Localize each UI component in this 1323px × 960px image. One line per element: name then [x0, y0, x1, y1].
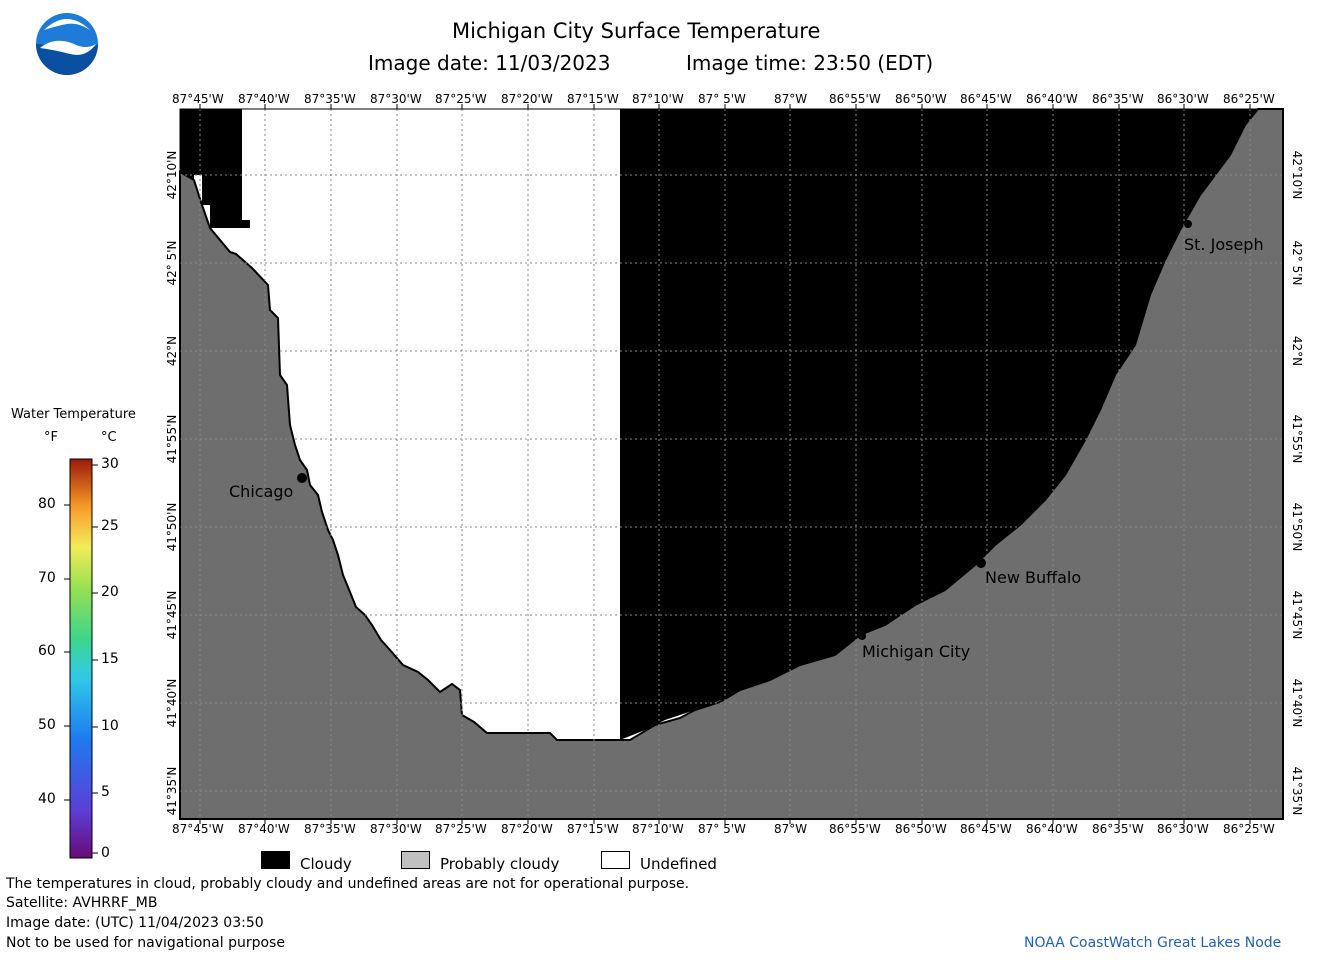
- colorbar-c-tick: 25: [101, 518, 119, 534]
- lat-label-left: 41°55'N: [165, 414, 179, 464]
- lon-label-top: 87°25'W: [435, 92, 487, 106]
- lon-label-top: 87°W: [774, 92, 808, 106]
- colorbar-c-tick: 15: [101, 651, 119, 667]
- lat-label-left: 41°45'N: [165, 590, 179, 640]
- lat-label-left: 41°35'N: [165, 766, 179, 816]
- lon-label-bottom: 86°55'W: [829, 822, 881, 836]
- map-ticks: [199, 104, 1251, 824]
- colorbar-f-tick: 70: [38, 570, 56, 586]
- lon-label-top: 86°50'W: [895, 92, 947, 106]
- legend-swatch-undefined: [601, 851, 630, 869]
- lon-label-bottom: 87°W: [774, 822, 808, 836]
- lon-label-bottom: 86°30'W: [1157, 822, 1209, 836]
- lat-label-left: 42°N: [165, 335, 179, 367]
- land-area: [179, 108, 1284, 820]
- place-label-chicago: Chicago: [229, 482, 294, 501]
- lat-label-right: 41°55'N: [1290, 414, 1304, 464]
- footer-navigation-note: Not to be used for navigational purpose: [6, 935, 285, 951]
- legend-swatch-probably-cloudy: [401, 851, 430, 869]
- lon-label-bottom: 87°10'W: [632, 822, 684, 836]
- noaa-logo-icon: [36, 13, 98, 75]
- lon-label-bottom: 87°30'W: [370, 822, 422, 836]
- lon-label-bottom: 87°20'W: [501, 822, 553, 836]
- lat-label-right: 42°10'N: [1290, 150, 1304, 200]
- st-joseph-marker: [1184, 220, 1192, 228]
- lon-label-bottom: 87°25'W: [435, 822, 487, 836]
- image-time: Image time: 23:50 (EDT): [686, 51, 934, 75]
- lon-label-top: 86°40'W: [1026, 92, 1078, 106]
- lon-label-top: 87° 5'W: [698, 92, 746, 106]
- colorbar-f-tick: 40: [38, 791, 56, 807]
- lat-label-left: 41°40'N: [165, 678, 179, 728]
- colorbar-f-tick: 80: [38, 496, 56, 512]
- lon-label-top: 86°55'W: [829, 92, 881, 106]
- lon-label-bottom: 87°15'W: [567, 822, 619, 836]
- lat-label-left: 42°10'N: [165, 150, 179, 200]
- lon-label-bottom: 87°35'W: [304, 822, 356, 836]
- lon-label-top: 87°20'W: [501, 92, 553, 106]
- lat-label-right: 41°50'N: [1290, 502, 1304, 552]
- lat-label-right: 41°45'N: [1290, 590, 1304, 640]
- lat-label-left: 41°50'N: [165, 502, 179, 552]
- lon-label-top: 87°35'W: [304, 92, 356, 106]
- map-grid: [180, 109, 1283, 819]
- image-date: Image date: 11/03/2023: [368, 51, 611, 75]
- lon-label-top: 86°45'W: [960, 92, 1012, 106]
- lon-label-bottom: 87°45'W: [172, 822, 224, 836]
- lon-label-top: 87°10'W: [632, 92, 684, 106]
- place-label-st-joseph: St. Joseph: [1184, 235, 1264, 254]
- lon-label-top: 86°30'W: [1157, 92, 1209, 106]
- legend-label-cloudy: Cloudy: [300, 855, 352, 873]
- lon-label-bottom: 86°45'W: [960, 822, 1012, 836]
- lat-label-left: 42° 5'N: [165, 240, 179, 286]
- michigan-city-marker: [858, 632, 866, 640]
- place-label-michigan-city: Michigan City: [862, 642, 971, 661]
- lon-label-bottom: 86°25'W: [1223, 822, 1275, 836]
- lon-label-top: 86°25'W: [1223, 92, 1275, 106]
- colorbar-c-tick: 30: [101, 456, 119, 472]
- lon-label-bottom: 86°40'W: [1026, 822, 1078, 836]
- lat-label-right: 42° 5'N: [1290, 240, 1304, 286]
- footer-satellite: Satellite: AVHRRF_MB: [6, 895, 158, 911]
- lat-label-right: 42°N: [1290, 335, 1304, 367]
- colorbar-c-tick: 10: [101, 718, 119, 734]
- colorbar-c-tick: 5: [101, 784, 110, 800]
- lon-label-top: 87°40'W: [238, 92, 290, 106]
- temperature-colorbar: [64, 458, 98, 859]
- page-title: Michigan City Surface Temperature: [452, 19, 821, 43]
- lon-label-bottom: 87° 5'W: [698, 822, 746, 836]
- colorbar-title: Water Temperature: [11, 407, 136, 422]
- lon-label-top: 87°30'W: [370, 92, 422, 106]
- legend-label-probably-cloudy: Probably cloudy: [440, 855, 560, 873]
- lat-label-right: 41°35'N: [1290, 766, 1304, 816]
- legend-label-undefined: Undefined: [640, 855, 717, 873]
- cloudy-area: [620, 109, 1258, 740]
- place-label-new-buffalo: New Buffalo: [985, 568, 1082, 587]
- new-buffalo-marker: [976, 558, 986, 568]
- footer-disclaimer: The temperatures in cloud, probably clou…: [6, 876, 690, 892]
- lon-label-bottom: 87°40'W: [238, 822, 290, 836]
- colorbar-c-tick: 20: [101, 584, 119, 600]
- colorbar-unit-c: °C: [101, 430, 117, 445]
- colorbar-f-tick: 60: [38, 643, 56, 659]
- lon-label-bottom: 86°35'W: [1092, 822, 1144, 836]
- footer-image-date-utc: Image date: (UTC) 11/04/2023 03:50: [6, 915, 264, 931]
- footer-credit: NOAA CoastWatch Great Lakes Node: [1024, 935, 1282, 951]
- lat-label-right: 41°40'N: [1290, 678, 1304, 728]
- lon-label-top: 87°45'W: [172, 92, 224, 106]
- cloudy-area-nw: [180, 109, 250, 228]
- colorbar-f-tick: 50: [38, 717, 56, 733]
- lon-label-top: 86°35'W: [1092, 92, 1144, 106]
- legend-swatch-cloudy: [261, 851, 290, 869]
- chicago-marker: [297, 473, 307, 483]
- lon-label-top: 87°15'W: [567, 92, 619, 106]
- colorbar-unit-f: °F: [44, 430, 58, 445]
- map-frame: [179, 108, 1284, 820]
- colorbar-c-tick: 0: [101, 845, 110, 861]
- lon-label-bottom: 86°50'W: [895, 822, 947, 836]
